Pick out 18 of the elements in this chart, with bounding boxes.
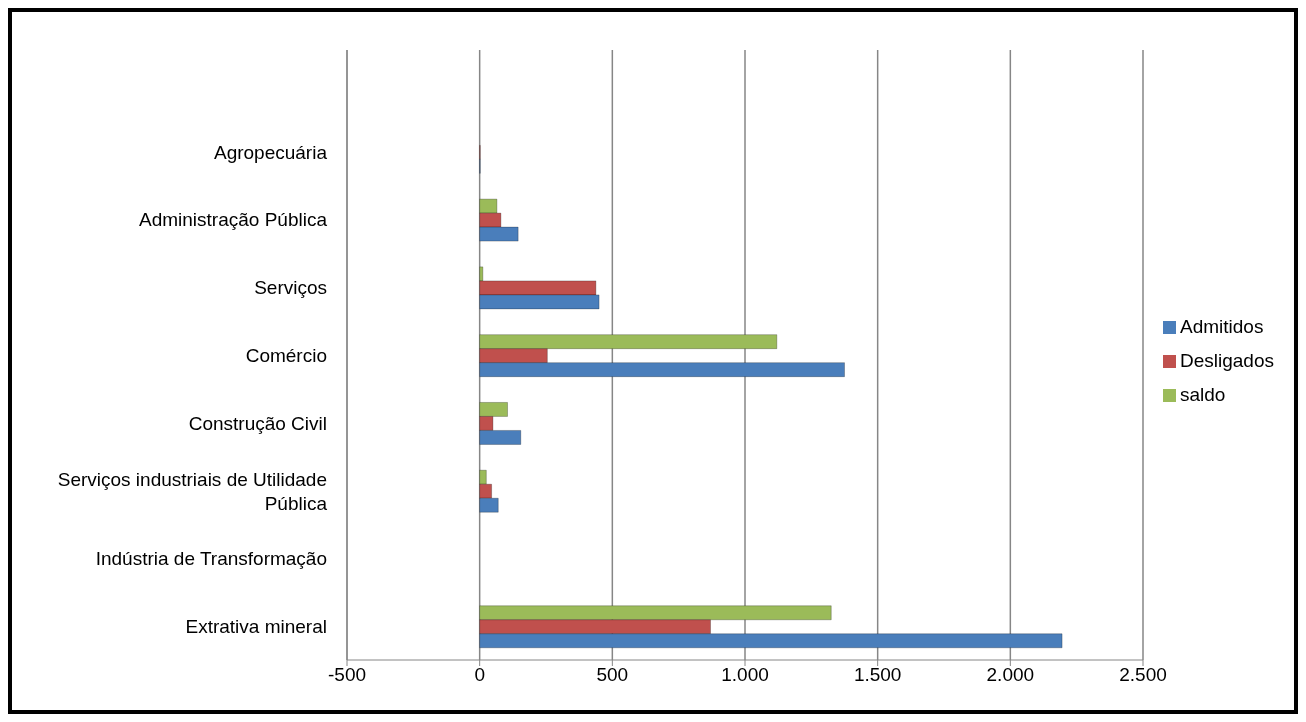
x-tick-label: 1.000 [721, 664, 769, 686]
x-tick-label: -500 [327, 664, 367, 686]
x-tick-label: 0 [474, 664, 485, 686]
legend-label: saldo [1180, 384, 1226, 405]
y-tick-label: Administração Pública [139, 208, 328, 230]
x-tick-label: 2.500 [1119, 664, 1167, 686]
y-tick-label: Indústria de Transformação [95, 547, 327, 569]
x-tick-label: 1.500 [853, 664, 902, 686]
x-tick-label: 2.000 [986, 664, 1035, 686]
y-tick-label: Agropecuária [213, 141, 328, 163]
y-tick-label: Serviços [254, 276, 327, 298]
y-tick-label: Extrativa mineral [185, 615, 327, 637]
x-tick-label: 500 [596, 664, 629, 686]
y-tick-label: Comércio [245, 344, 327, 366]
y-tick-label: Construção Civil [188, 412, 327, 434]
legend-label: Admitidos [1180, 316, 1264, 337]
y-tick-label: Serviços industriais de Utilidade Pública [57, 468, 328, 514]
legend-label: Desligados [1180, 350, 1274, 371]
